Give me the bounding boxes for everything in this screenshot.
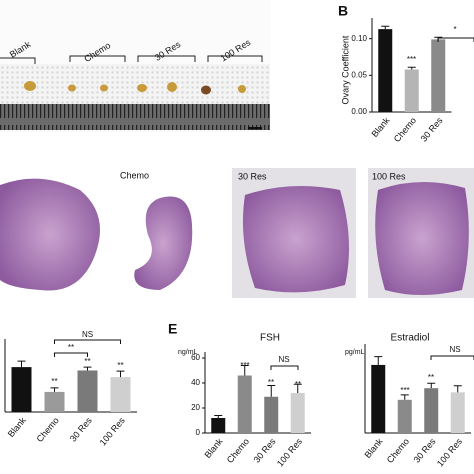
bar [450, 392, 465, 433]
ovaries [24, 81, 246, 95]
paper [0, 64, 270, 106]
bar [404, 69, 419, 112]
bar [397, 399, 412, 433]
scale-bar [248, 127, 262, 130]
annotation: ** [428, 373, 434, 382]
unit-label: ng/mL [178, 349, 198, 356]
x-tick-label: 100 Res [435, 436, 465, 468]
chart-title: FSH [260, 333, 280, 344]
x-tick-label: Chemo [392, 115, 418, 144]
x-tick-label: Blank [6, 415, 28, 439]
error-bar [293, 383, 302, 393]
y-tick-label: 0 [196, 428, 201, 437]
error-bar [407, 66, 416, 70]
x-tick-label: 30 Res [252, 436, 278, 465]
y-tick-label: 20 [191, 403, 200, 412]
bar [424, 388, 439, 433]
bar [431, 39, 446, 112]
x-tick-label: 100 Res [275, 436, 305, 468]
error-bar [17, 360, 26, 368]
panel-letter: B [338, 3, 348, 19]
y-tick-label: 0.10 [351, 34, 367, 43]
bar [371, 364, 386, 433]
error-bar [453, 385, 462, 393]
error-bar [50, 387, 59, 392]
bar [378, 29, 393, 113]
bar [44, 391, 65, 412]
error-bar [116, 370, 125, 378]
bar [237, 375, 252, 433]
error-bar [214, 415, 223, 418]
annotation: ** [84, 357, 90, 366]
bar [290, 393, 305, 433]
error-bar [374, 356, 383, 365]
y-axis-label: Ovary Coefficient [340, 35, 350, 104]
y-tick-label: 40 [191, 378, 200, 387]
error-bar [267, 385, 276, 397]
annotation: ** [68, 343, 74, 352]
brackets [0, 55, 263, 64]
annotation: ** [268, 378, 274, 387]
x-tick-label: 30 Res [419, 115, 445, 144]
bar [11, 367, 32, 412]
x-tick-label: Chemo [225, 436, 251, 465]
error-bar [83, 366, 92, 371]
annotation: ** [117, 361, 123, 370]
annotation: ** [295, 380, 301, 389]
bracket [270, 365, 299, 370]
annotation: *** [400, 386, 409, 395]
y-tick-label: 0.05 [351, 70, 367, 79]
bar [264, 396, 279, 433]
histology-label: 30 Res [238, 171, 267, 181]
x-tick-label: 100 Res [98, 415, 128, 447]
chart-title: Estradiol [391, 333, 430, 344]
annotation: NS [278, 355, 289, 364]
x-tick-label: Blank [362, 436, 384, 460]
x-tick-label: Blank [369, 115, 391, 139]
x-tick-label: Chemo [385, 436, 411, 465]
error-bar [381, 25, 390, 30]
annotation: *** [240, 361, 249, 370]
x-tick-label: Chemo [35, 415, 61, 444]
bar [77, 370, 98, 412]
x-tick-label: 30 Res [68, 415, 94, 444]
photo-panel: Blank Chemo 30 Res 100 Res [0, 0, 270, 132]
histology-panel: Chemo 30 Res 100 Res [0, 168, 474, 298]
annotation: *** [407, 55, 416, 64]
error-bar [427, 382, 436, 389]
histology-label: Chemo [120, 170, 149, 180]
error-bar [240, 365, 249, 376]
error-bar [400, 394, 409, 400]
annotation: * [453, 25, 456, 34]
unit-label: pg/mL [345, 349, 365, 356]
tissue [0, 178, 100, 291]
annotation: NS [449, 345, 460, 354]
tissue [375, 181, 469, 295]
annotation: NS [82, 330, 93, 339]
bracket [430, 355, 474, 360]
bracket [54, 339, 121, 344]
bar [110, 377, 131, 412]
x-tick-label: Blank [202, 436, 224, 460]
y-tick-label: 0.00 [351, 107, 367, 116]
ruler [0, 104, 270, 130]
bracket [437, 37, 474, 42]
bar [211, 418, 226, 433]
bracket [54, 352, 88, 357]
tissue [134, 196, 193, 290]
y-tick-label: 60 [191, 353, 200, 362]
histology-label: 100 Res [372, 171, 406, 181]
panel-letter: E [168, 321, 177, 337]
x-tick-label: 30 Res [412, 436, 438, 465]
tissue [242, 186, 349, 293]
annotation: ** [51, 377, 57, 386]
